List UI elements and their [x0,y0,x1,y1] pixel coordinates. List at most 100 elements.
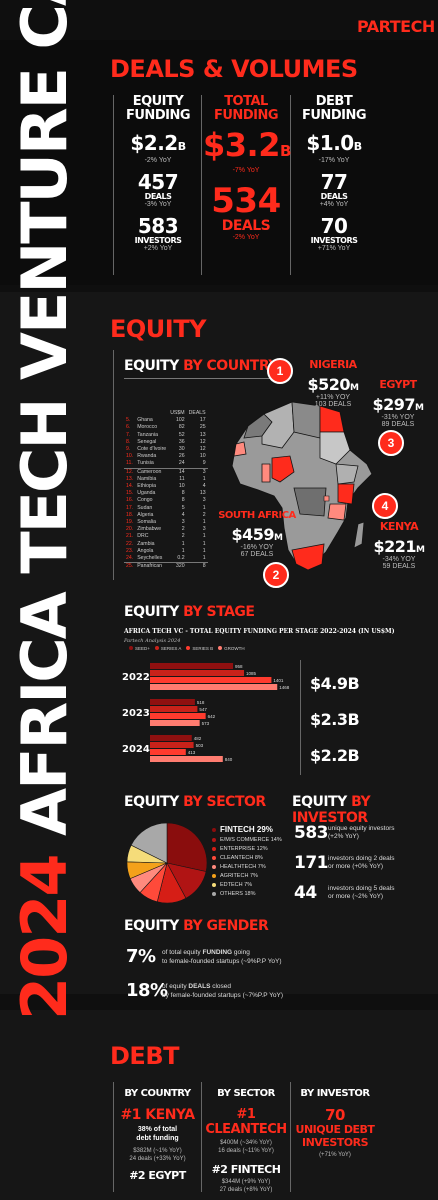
debt-amount-value: $1.0 [306,131,354,155]
debt-section-title: DEBT [110,1042,179,1070]
country-yoy: +11% YOY [315,394,351,401]
country-rank: 14. [126,483,134,490]
country-row: 24. Seychelles 0.2 1 [124,555,208,562]
country-usd: 24 [178,460,185,467]
country-deals: 103 DEALS [314,401,352,408]
country-name: EGYPT [379,378,417,391]
title-part: EQUITY [124,794,179,810]
debt-investors-label: INVESTORS [310,236,358,245]
deals-volumes-title: DEALS & VOLUMES [110,55,358,83]
country-deals: 3 [202,497,206,504]
sector-legend-item: HEALTHTECH 7% [212,862,282,871]
vertical-title-text: AFRICA TECH VENTURE CAPITAL [8,0,81,836]
title-part: EQUITY [124,604,179,620]
text-part: of equity [162,982,189,990]
divider [300,660,301,775]
text-part: of total equity [162,948,203,956]
country-deals: 8 [186,562,208,570]
column-head: BY SECTOR [217,1088,275,1099]
title-part: BY INVESTOR [292,794,371,826]
category-label: 2022 [122,672,150,683]
sector-legend: FINTECH 29% E/M/S COMMERCE 14% ENTERPRISE … [212,824,282,898]
total-deals-label: DEALS [221,218,271,234]
line: $400M (~34% YoY) [220,1140,272,1146]
sector-legend-item: CLEANTECH 8% [212,853,282,862]
debt-investor-label: UNIQUE DEBT INVESTORS [292,1123,378,1149]
country-name: Panafrican [135,562,169,570]
vertical-title-year: 2024 [8,855,81,1020]
debt-sector-stats-2: $344M (+9% YoY) 27 deals (+8% YoY) [203,1178,289,1194]
legend-swatch [129,646,133,650]
gender-stat-num: 7% [126,946,156,967]
line: UNIQUE DEBT [295,1123,375,1136]
bar [150,713,206,719]
country-name: Algeria [137,511,154,518]
country-name: Cameroon [135,467,169,476]
country-deals: 2 [202,511,206,518]
country-name: KENYA [379,520,419,533]
investor-stat-text: investors doing 5 deals or more (~2% YoY) [328,885,395,901]
country-row: 16. Congo 8 3 [124,497,208,504]
country-row: 5. Ghana 102 17 [124,417,208,424]
country-rank: 5. [126,417,131,424]
country-usd: 8 [181,490,185,497]
equity-deals-yoy: -3% YoY [144,201,172,208]
sector-legend-item: AGRITECH 7% [212,871,282,880]
country-usd: 1 [181,547,185,554]
kenya-region [337,483,355,505]
country-rank: 15. [126,490,134,497]
country-rank: 17. [126,504,134,511]
country-row: 21. DRC 2 1 [124,533,208,540]
country-usd: 26 [178,453,185,460]
madagascar [353,521,365,549]
total-deals-yoy: -2% YoY [232,234,260,241]
country-row: 12. Cameroon 14 3 [124,467,208,476]
africa-map [231,401,373,571]
country-deals: 1 [202,540,206,547]
country-deals: 13 [199,490,206,497]
divider [113,1082,114,1192]
column-head: DEBT [315,94,353,109]
equity-investors: 583 [137,214,179,238]
country-row: 13. Namibia 11 1 [124,476,208,483]
bar [150,663,234,669]
legend-label: SEED+ [135,646,150,651]
text-part: DEALS [188,982,211,990]
country-deals: 59 DEALS [382,563,416,570]
country-name: Morocco [137,424,158,431]
egypt-region [319,405,345,433]
equity-deals-label: DEALS [144,192,172,201]
debt-by-investor: BY INVESTOR 70 UNIQUE DEBT INVESTORS (+71… [292,1088,378,1158]
country-usd: 14 [168,467,187,476]
bar [150,720,200,726]
tanzania-region [327,503,347,521]
bar-value-label: 573 [202,721,210,726]
country-usd: 82 [178,424,185,431]
country-row: 18. Algeria 4 2 [124,512,208,519]
bar-value-label: 958 [235,664,243,669]
bar-value-label: 840 [225,757,233,762]
bar [150,684,278,690]
equity-funding-column: EQUITY FUNDING $2.2B -2% YoY 457 DEALS -… [116,95,200,253]
country-row: 14. Ethiopia 10 4 [124,483,208,490]
country-amount: $297M [363,395,433,414]
country-deals: 4 [202,483,206,490]
bar [150,756,223,762]
equity-amount-value: $2.2 [130,131,178,155]
country-deals: 17 [199,417,206,424]
line: investors doing 2 deals [328,855,395,862]
debt-by-sector: BY SECTOR #1 CLEANTECH $400M (~34% YoY) 1… [203,1088,289,1194]
country-rank: 10. [126,453,134,460]
country-yoy: -16% YOY [240,544,274,551]
country-yoy: -31% YOY [381,414,415,421]
stage-total-2023: $2.3B [310,710,360,729]
country-name: Namibia [137,475,157,482]
country-rank: 25. [124,562,136,570]
country-name: SOUTH AFRICA [218,510,296,521]
title-part: BY SECTOR [183,794,266,810]
debt-deals-yoy: +4% YoY [319,201,349,208]
equity-by-investor-title: EQUITY BY INVESTOR [292,794,438,826]
line: or more (~2% YoY) [328,893,384,900]
debt-first-sector: #1 CLEANTECH [205,1107,287,1137]
legend-label: FINTECH 29% [220,825,273,834]
